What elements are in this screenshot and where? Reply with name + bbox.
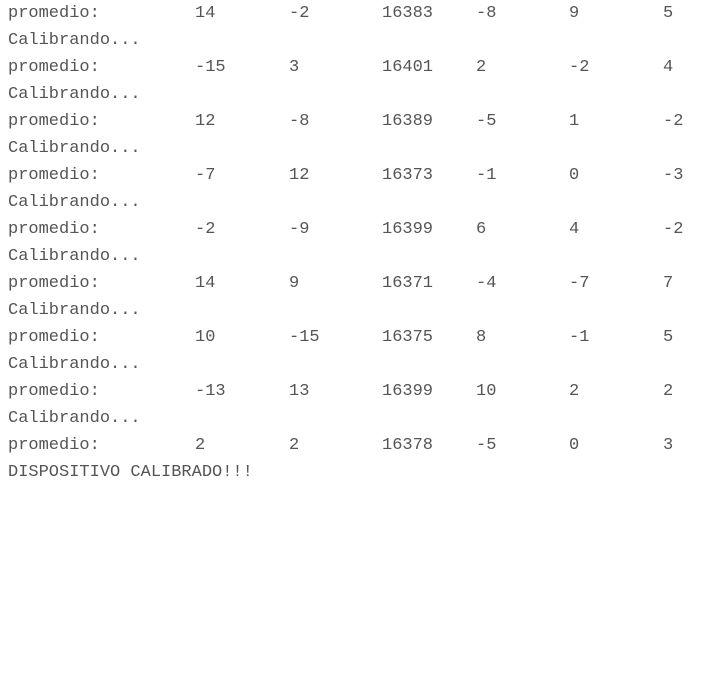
value-4: 6: [476, 220, 487, 239]
value-4: -4: [476, 274, 497, 293]
value-4: 8: [476, 328, 487, 347]
value-1: -2: [195, 220, 216, 239]
value-2: -2: [289, 4, 310, 23]
value-6: 7: [663, 274, 674, 293]
promedio-label: promedio:: [8, 166, 100, 185]
value-6: 2: [663, 382, 674, 401]
value-2: 2: [289, 436, 300, 455]
calibrating-status-line: Calibrando...: [8, 31, 141, 50]
promedio-label: promedio:: [8, 328, 100, 347]
value-4: 10: [476, 382, 497, 401]
value-5: -2: [569, 58, 590, 77]
promedio-label: promedio:: [8, 220, 100, 239]
value-5: 4: [569, 220, 580, 239]
calibrating-status-line: Calibrando...: [8, 409, 141, 428]
value-6: 3: [663, 436, 674, 455]
promedio-line: promedio: -2 -9 16399 6 4 -2: [8, 216, 698, 243]
value-1: 10: [195, 328, 216, 347]
calibrated-status-line: DISPOSITIVO CALIBRADO!!!: [8, 463, 253, 482]
value-5: -1: [569, 328, 590, 347]
value-6: -2: [663, 112, 684, 131]
value-5: 0: [569, 436, 580, 455]
value-3: 16375: [382, 328, 434, 347]
calibrating-status-line: Calibrando...: [8, 85, 141, 104]
value-3: 16371: [382, 274, 434, 293]
value-5: 9: [569, 4, 580, 23]
value-2: -15: [289, 328, 320, 347]
value-3: 16378: [382, 436, 434, 455]
value-3: 16399: [382, 220, 434, 239]
value-6: 5: [663, 328, 674, 347]
value-3: 16373: [382, 166, 434, 185]
promedio-line: promedio: 2 2 16378 -5 0 3: [8, 432, 698, 459]
value-2: 3: [289, 58, 300, 77]
calibrating-status-line: Calibrando...: [8, 193, 141, 212]
value-1: 12: [195, 112, 216, 131]
value-4: 2: [476, 58, 487, 77]
value-6: 4: [663, 58, 674, 77]
value-2: 13: [289, 382, 310, 401]
promedio-line: promedio: -15 3 16401 2 -2 4: [8, 54, 698, 81]
value-1: -13: [195, 382, 226, 401]
value-6: 5: [663, 4, 674, 23]
value-5: 2: [569, 382, 580, 401]
value-1: -15: [195, 58, 226, 77]
promedio-line: promedio: 12 -8 16389 -5 1 -2: [8, 108, 698, 135]
value-1: 14: [195, 4, 216, 23]
promedio-label: promedio:: [8, 112, 100, 131]
promedio-label: promedio:: [8, 274, 100, 293]
value-3: 16383: [382, 4, 434, 23]
value-6: -2: [663, 220, 684, 239]
promedio-label: promedio:: [8, 58, 100, 77]
value-4: -8: [476, 4, 497, 23]
promedio-label: promedio:: [8, 4, 100, 23]
value-5: 1: [569, 112, 580, 131]
promedio-line: promedio: -7 12 16373 -1 0 -3: [8, 162, 698, 189]
value-2: 12: [289, 166, 310, 185]
value-2: -9: [289, 220, 310, 239]
value-5: 0: [569, 166, 580, 185]
value-3: 16389: [382, 112, 434, 131]
promedio-line: promedio: 10 -15 16375 8 -1 5: [8, 324, 698, 351]
promedio-label: promedio:: [8, 382, 100, 401]
value-6: -3: [663, 166, 684, 185]
value-4: -5: [476, 436, 497, 455]
value-2: 9: [289, 274, 300, 293]
serial-console-output: promedio: 14 -2 16383 -8 9 5 Calibrando.…: [8, 0, 698, 486]
value-1: -7: [195, 166, 216, 185]
calibrating-status-line: Calibrando...: [8, 301, 141, 320]
promedio-label: promedio:: [8, 436, 100, 455]
value-3: 16401: [382, 58, 434, 77]
value-5: -7: [569, 274, 590, 293]
value-4: -5: [476, 112, 497, 131]
value-1: 2: [195, 436, 206, 455]
value-2: -8: [289, 112, 310, 131]
value-4: -1: [476, 166, 497, 185]
calibrating-status-line: Calibrando...: [8, 355, 141, 374]
calibrating-status-line: Calibrando...: [8, 139, 141, 158]
value-1: 14: [195, 274, 216, 293]
promedio-line: promedio: 14 -2 16383 -8 9 5: [8, 0, 698, 27]
promedio-line: promedio: -13 13 16399 10 2 2: [8, 378, 698, 405]
value-3: 16399: [382, 382, 434, 401]
calibrating-status-line: Calibrando...: [8, 247, 141, 266]
promedio-line: promedio: 14 9 16371 -4 -7 7: [8, 270, 698, 297]
